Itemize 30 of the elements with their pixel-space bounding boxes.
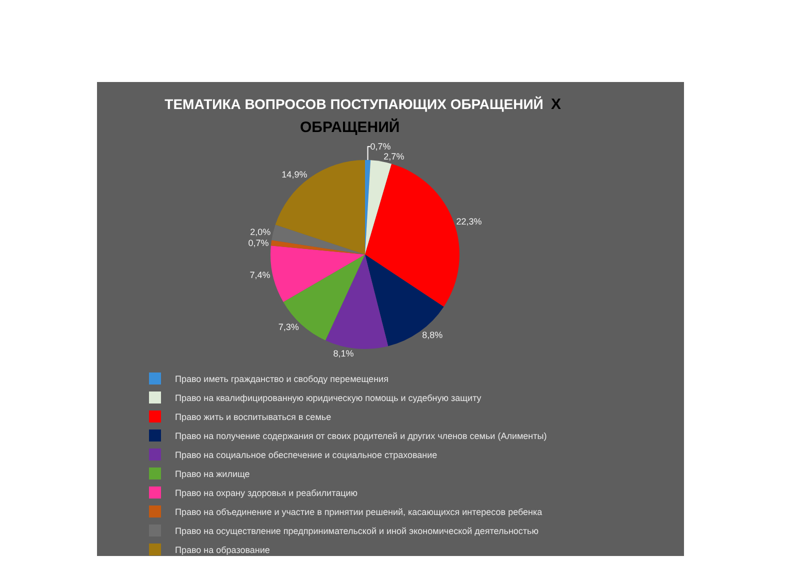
text: Х: [551, 96, 562, 113]
pie-slice: [270, 240, 365, 254]
legend-label: Право на квалифицированную юридическую помощь и судебную защиту: [175, 393, 482, 404]
chart-title: ТЕМАТИКА ВОПРОСОВ ПОСТУПАЮЩИХ ОБРАЩЕНИЙ: [164, 96, 544, 112]
data-label: 2,7%: [384, 152, 404, 162]
data-label: 0,7%: [370, 142, 391, 152]
pie-slice: [270, 246, 365, 302]
data-label: 14,9%: [282, 170, 308, 180]
legend-label: Право на объединение и участие в принятии решений, касающихся интересов ребенка: [175, 507, 542, 518]
legend-label: Право на охрану здоровья и реабилитацию: [175, 488, 358, 498]
data-label: 8,8%: [422, 330, 443, 340]
legend-label: Право иметь гражданство и свободу перемещения: [175, 374, 389, 384]
pie-slice: [275, 160, 365, 254]
legend-label: Право на осуществление предпринимательской и иной экономической деятельностью: [175, 526, 539, 536]
data-label: 22,3%: [456, 216, 482, 226]
data-label: 7,4%: [250, 270, 270, 280]
pie-slice: [365, 254, 444, 346]
legend-label: Право на образование: [175, 545, 270, 556]
data-label: 2,0%: [250, 227, 271, 238]
legend-label: Право на получение содержания от своих родителей и других членов семьи (Алименты): [175, 431, 547, 442]
data-label: 0,7%: [248, 238, 269, 248]
pie-slice: [365, 160, 392, 254]
legend-label: Право на социальное обеспечение и социальное страхование: [175, 450, 438, 460]
pie-slice: [272, 224, 365, 254]
data-label: 8,1%: [333, 348, 354, 359]
chart-subtitle: ОБРАЩЕНИЙ: [300, 118, 400, 136]
pie-slice: [325, 254, 388, 349]
legend-label: Право на жилище: [175, 469, 250, 480]
data-label: 7,3%: [278, 322, 299, 332]
legend-label: Право жить и воспитываться в семье: [175, 412, 332, 422]
